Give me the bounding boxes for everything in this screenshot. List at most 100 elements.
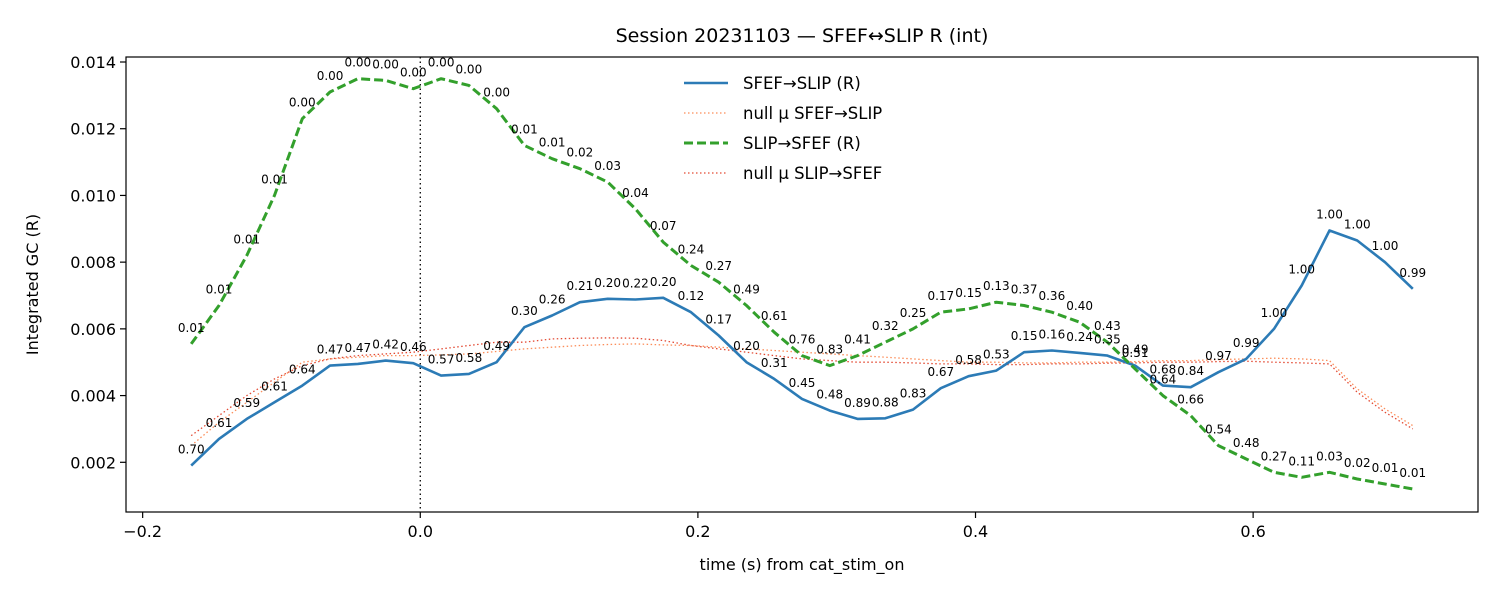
point-annotation: 0.15 bbox=[1011, 329, 1038, 343]
legend-label-0: SFEF→SLIP (R) bbox=[743, 74, 861, 93]
point-annotation: 0.00 bbox=[400, 66, 427, 80]
point-annotation: 0.24 bbox=[1066, 330, 1093, 344]
point-annotation: 0.17 bbox=[705, 313, 732, 327]
point-annotation: 0.15 bbox=[955, 286, 982, 300]
plot-area: 0.700.610.590.610.640.47 0.47 0.42 0.460.57… bbox=[70, 53, 1479, 541]
point-annotation: 0.27 bbox=[705, 259, 732, 273]
point-annotation: 0.70 bbox=[178, 443, 205, 457]
point-annotation: 0.07 bbox=[650, 219, 677, 233]
point-annotation: 0.83 bbox=[900, 387, 927, 401]
point-annotation: 0.51 bbox=[1122, 346, 1149, 360]
point-annotation: 0.48 bbox=[1233, 436, 1260, 450]
y-tick-label: 0.014 bbox=[70, 53, 116, 72]
x-tick-label: 0.4 bbox=[963, 522, 988, 541]
point-annotation: 0.43 bbox=[1094, 319, 1121, 333]
point-annotation: 0.02 bbox=[567, 146, 594, 160]
point-annotation: 1.00 bbox=[1288, 263, 1315, 277]
point-annotation: 0.11 bbox=[1288, 454, 1315, 468]
point-annotation: 0.64 bbox=[289, 363, 316, 377]
y-tick-label: 0.008 bbox=[70, 253, 116, 272]
y-tick-label: 0.004 bbox=[70, 387, 116, 406]
point-annotation: 0.00 bbox=[483, 86, 510, 100]
point-annotation: 0.20 bbox=[594, 276, 621, 290]
point-annotation: 0.45 bbox=[789, 376, 816, 390]
x-tick-label: −0.2 bbox=[123, 522, 162, 541]
point-annotation: 0.40 bbox=[1066, 299, 1093, 313]
point-annotation: 0.03 bbox=[1316, 449, 1343, 463]
point-annotation: 0.00 bbox=[372, 57, 399, 71]
y-axis-title: Integrated GC (R) bbox=[23, 214, 42, 355]
x-tick-label: 0.6 bbox=[1240, 522, 1265, 541]
point-annotation: 0.97 bbox=[1205, 349, 1232, 363]
point-annotation: 0.49 bbox=[1122, 343, 1149, 357]
point-annotation: 0.02 bbox=[1344, 456, 1371, 470]
point-annotation: 0.20 bbox=[650, 275, 677, 289]
point-annotation: 0.67 bbox=[927, 365, 954, 379]
point-annotation: 0.00 bbox=[428, 56, 455, 70]
point-annotation: 0.01 bbox=[261, 172, 288, 186]
point-annotation: 0.03 bbox=[594, 159, 621, 173]
point-annotation: 0.89 bbox=[844, 396, 871, 410]
chart-title: Session 20231103 — SFEF↔SLIP R (int) bbox=[616, 25, 989, 47]
point-annotation: 0.01 bbox=[233, 232, 260, 246]
point-annotation: 0.27 bbox=[1261, 449, 1288, 463]
legend-label-2: SLIP→SFEF (R) bbox=[743, 134, 861, 153]
point-annotation: 0.30 bbox=[511, 304, 538, 318]
point-annotation: 0.83 bbox=[816, 343, 843, 357]
point-annotation: 0.76 bbox=[789, 333, 816, 347]
point-annotation: 1.00 bbox=[1372, 239, 1399, 253]
point-annotation: 0.48 bbox=[816, 388, 843, 402]
point-annotation: 0.42 bbox=[372, 338, 399, 352]
legend-label-3: null μ SLIP→SFEF bbox=[743, 164, 882, 183]
point-annotation: 0.35 bbox=[1094, 333, 1121, 347]
point-annotation: 0.04 bbox=[622, 186, 649, 200]
point-annotation: 0.01 bbox=[511, 122, 538, 136]
point-annotation: 0.99 bbox=[1233, 336, 1260, 350]
x-tick-label: 0.2 bbox=[685, 522, 710, 541]
point-annotation: 0.57 bbox=[428, 353, 455, 367]
point-annotation: 0.54 bbox=[1205, 423, 1232, 437]
series-line-3 bbox=[190, 337, 1414, 437]
series-line-0 bbox=[190, 229, 1414, 467]
point-annotation: 0.49 bbox=[733, 283, 760, 297]
point-annotation: 0.61 bbox=[206, 416, 233, 430]
point-annotation: 0.61 bbox=[761, 309, 788, 323]
point-annotation: 0.01 bbox=[1399, 466, 1426, 480]
point-annotation: 0.58 bbox=[955, 353, 982, 367]
point-annotation: 0.88 bbox=[872, 395, 899, 409]
series-line-2 bbox=[189, 77, 1414, 491]
point-annotation: 0.00 bbox=[289, 96, 316, 110]
point-annotation: 0.61 bbox=[261, 379, 288, 393]
point-annotation: 0.47 bbox=[317, 343, 344, 357]
x-tick-label: 0.0 bbox=[408, 522, 433, 541]
point-annotation: 0.17 bbox=[927, 289, 954, 303]
point-annotation: 0.13 bbox=[983, 279, 1010, 293]
point-annotation: 0.31 bbox=[761, 356, 788, 370]
y-tick-label: 0.006 bbox=[70, 320, 116, 339]
point-annotation: 0.58 bbox=[455, 351, 482, 365]
y-tick-label: 0.010 bbox=[70, 186, 116, 205]
point-annotation: 1.00 bbox=[1316, 207, 1343, 221]
point-annotation: 0.12 bbox=[678, 289, 705, 303]
point-annotation: 0.25 bbox=[900, 306, 927, 320]
point-annotation: 0.37 bbox=[1011, 283, 1038, 297]
point-annotation: 0.16 bbox=[1038, 328, 1065, 342]
point-annotation: 0.41 bbox=[844, 333, 871, 347]
point-annotation: 1.00 bbox=[1344, 217, 1371, 231]
point-annotation: 0.59 bbox=[233, 396, 260, 410]
point-annotation: 0.53 bbox=[983, 348, 1010, 362]
point-annotation: 0.64 bbox=[1150, 373, 1177, 387]
point-annotation: 0.49 bbox=[483, 339, 510, 353]
y-tick-label: 0.012 bbox=[70, 120, 116, 139]
point-annotation: 0.21 bbox=[567, 279, 594, 293]
point-annotation: 0.20 bbox=[733, 339, 760, 353]
point-annotation: 0.46 bbox=[400, 340, 427, 354]
point-annotation: 0.00 bbox=[344, 56, 371, 70]
point-annotation: 0.66 bbox=[1177, 393, 1204, 407]
point-annotation: 0.84 bbox=[1177, 364, 1204, 378]
plot-frame bbox=[125, 56, 1479, 513]
x-axis-title: time (s) from cat_stim_on bbox=[700, 555, 905, 575]
point-annotation: 0.24 bbox=[678, 242, 705, 256]
y-tick-label: 0.002 bbox=[70, 453, 116, 472]
